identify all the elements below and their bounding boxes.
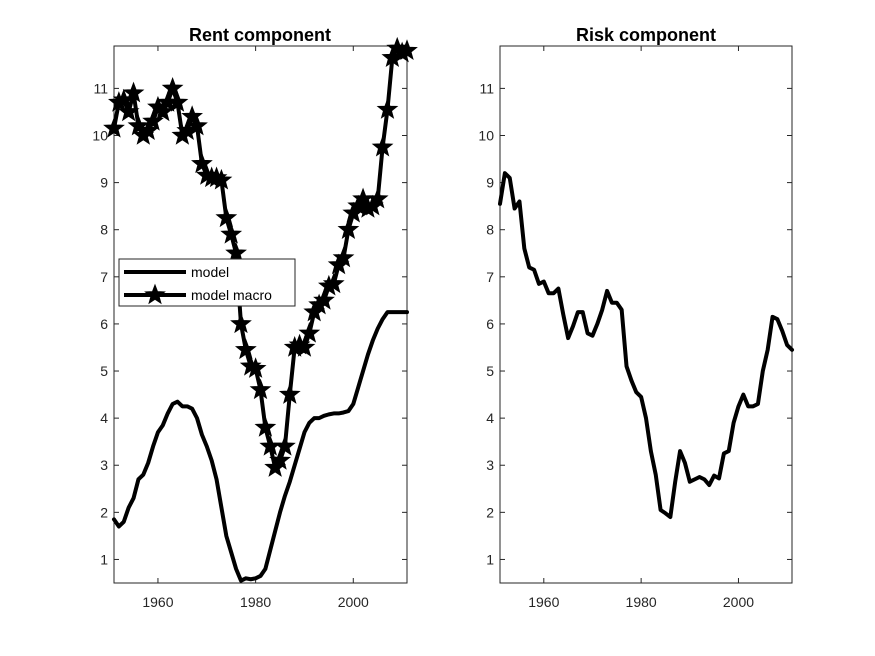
x-tick-label: 1960 [528,594,559,610]
rent-component-title: Rent component [189,25,331,45]
legend-label-model: model [191,264,229,280]
legend-star-marker [144,283,166,305]
x-tick-label: 1960 [142,594,173,610]
star-marker [278,383,301,404]
y-tick-label: 5 [486,363,494,379]
star-marker [337,218,360,239]
star-marker [376,98,399,119]
y-tick-label: 5 [100,363,108,379]
star-marker [166,91,189,112]
y-tick-label: 1 [486,551,494,567]
y-tick-label: 6 [100,316,108,332]
star-marker [225,241,247,263]
y-tick-label: 7 [486,269,494,285]
star-marker [249,378,272,400]
star-marker [274,434,296,456]
star-marker [244,357,267,378]
rent-component-panel: Rent component 1 2 3 4 5 6 7 8 9 10 11 1960 1980 2000 [92,25,418,610]
star-marker [186,114,208,136]
y-tick-label: 7 [100,269,108,285]
y-tick-label: 9 [100,175,108,191]
y-tick-label: 3 [100,457,108,473]
star-marker [269,449,291,470]
star-marker [181,105,203,126]
x-tick-label: 2000 [338,594,369,610]
risk-line [498,171,794,520]
legend-label-model-macro: model macro [191,287,272,303]
star-marker [161,76,184,98]
star-marker [103,117,125,138]
star-marker [332,246,355,268]
y-tick-label: 4 [100,410,108,426]
star-marker [293,336,316,357]
star-marker [215,206,238,228]
star-marker [191,152,213,174]
star-marker [322,272,345,294]
y-tick-label: 2 [486,504,494,520]
x-tick-label: 2000 [723,594,754,610]
y-tick-label: 9 [486,175,494,191]
y-tick-label: 8 [486,222,494,238]
star-marker [313,288,335,310]
model-line [112,310,409,583]
y-tick-label: 1 [100,551,108,567]
y-tick-label: 11 [93,80,108,96]
star-marker [366,187,389,209]
legend-box [118,258,296,307]
star-marker [396,39,418,60]
legend: model model macro [118,258,296,307]
star-marker [122,81,145,103]
star-marker [234,338,257,360]
risk-component-title: Risk component [576,25,716,45]
y-tick-label: 8 [100,222,108,238]
star-marker [298,321,321,343]
y-tick-label: 4 [486,410,494,426]
x-tick-label: 1980 [240,594,271,610]
axes-box [499,45,793,584]
y-tick-label: 6 [486,316,494,332]
star-marker [254,416,277,437]
star-marker [371,135,394,157]
x-tick-label: 1980 [626,594,657,610]
y-tick-label: 2 [100,504,108,520]
y-tick-label: 10 [92,128,108,144]
star-marker [230,312,252,334]
star-marker [220,222,243,244]
y-tick-label: 11 [479,80,494,96]
risk-component-panel: Risk component 1 2 3 4 5 6 7 8 9 10 11 1960 1980 2000 [478,25,794,610]
star-marker [210,168,233,190]
y-tick-label: 10 [478,128,494,144]
star-marker [117,100,140,122]
y-tick-label: 3 [486,457,494,473]
star-marker [127,114,150,136]
axes-box [113,45,408,584]
